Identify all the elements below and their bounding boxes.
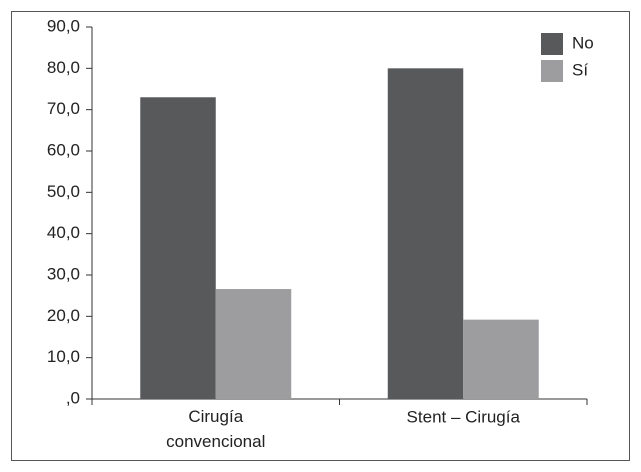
legend-swatch bbox=[541, 33, 563, 55]
legend-swatch bbox=[541, 60, 563, 82]
legend-label: Sí bbox=[572, 60, 588, 79]
y-tick-label: 20,0 bbox=[47, 306, 80, 325]
y-tick-label: 70,0 bbox=[47, 99, 80, 118]
bar bbox=[215, 289, 292, 399]
x-tick-label: Cirugía convencional bbox=[166, 407, 265, 451]
y-tick-label: 90,0 bbox=[47, 16, 80, 35]
bar bbox=[463, 319, 539, 399]
y-tick-label: 10,0 bbox=[47, 347, 80, 366]
bar bbox=[387, 68, 464, 399]
y-tick-label: 30,0 bbox=[47, 264, 80, 283]
y-tick-label: 50,0 bbox=[47, 182, 80, 201]
y-tick-label: 80,0 bbox=[47, 58, 80, 77]
y-tick-label: 40,0 bbox=[47, 223, 80, 242]
y-tick-label: 60,0 bbox=[47, 140, 80, 159]
bar bbox=[140, 97, 216, 400]
legend-label: No bbox=[572, 33, 594, 52]
frame bbox=[11, 11, 630, 461]
x-tick-label: Stent – Cirugía bbox=[407, 407, 521, 426]
y-tick-label: ,0 bbox=[66, 388, 80, 407]
